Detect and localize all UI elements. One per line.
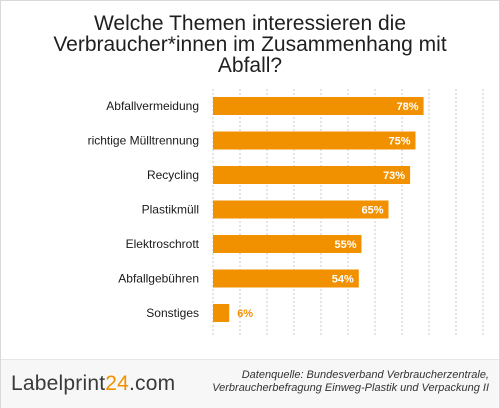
bar	[213, 235, 362, 253]
footer: Labelprint24.com Datenquelle: Bundesverb…	[1, 359, 499, 408]
value-label: 78%	[397, 101, 419, 113]
logo-text: Labelprint	[11, 372, 106, 395]
logo-accent: 24	[105, 372, 129, 395]
bar	[213, 131, 416, 150]
brand-logo: Labelprint24.com	[11, 372, 175, 396]
bar	[213, 97, 424, 115]
category-label: Plastikmüll	[142, 203, 199, 217]
value-label: 65%	[361, 205, 383, 217]
chart-title-line-1: Welche Themen interessieren die	[93, 12, 407, 35]
value-label: 6%	[237, 308, 253, 320]
value-label: 55%	[334, 239, 356, 251]
logo-suffix: .com	[129, 372, 176, 395]
chart-title: Welche Themen interessieren die Verbrauc…	[1, 13, 499, 76]
bar	[213, 166, 411, 184]
bar	[213, 304, 230, 322]
chart-title-line-3: Abfall?	[217, 54, 283, 77]
category-label: Abfallvermeidung	[106, 99, 199, 113]
data-source: Datenquelle: Bundesverband Verbraucherze…	[212, 369, 489, 395]
chart-title-line-2: Verbraucher*innen im Zusammenhang mit	[53, 33, 447, 56]
bar	[213, 200, 389, 219]
value-label: 73%	[383, 170, 405, 182]
data-source-line-2: Verbraucherbefragung Einweg-Plastik und …	[212, 382, 489, 394]
category-label: Sonstiges	[146, 306, 199, 320]
data-source-line-1: Datenquelle: Bundesverband Verbraucherze…	[241, 369, 489, 381]
category-label: richtige Mülltrennung	[88, 134, 199, 148]
category-label: Recycling	[147, 168, 199, 182]
category-label: Abfallgebühren	[118, 272, 199, 286]
value-label: 54%	[332, 274, 354, 286]
category-label: Elektroschrott	[126, 237, 200, 251]
value-label: 75%	[388, 136, 410, 148]
bar	[213, 269, 359, 288]
bar-chart: Abfallvermeidung 78% richtige Mülltrennung…	[88, 89, 484, 335]
